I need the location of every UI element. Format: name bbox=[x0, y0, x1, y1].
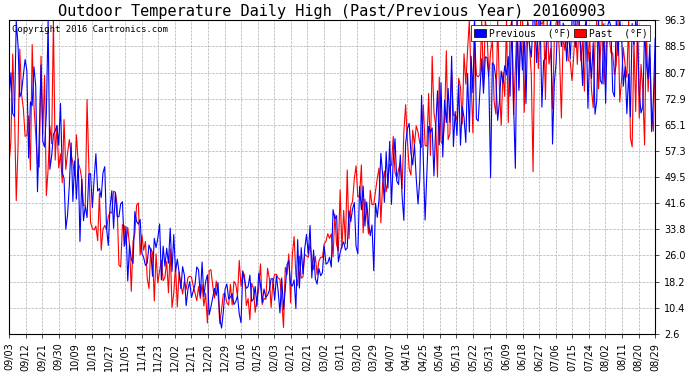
Title: Outdoor Temperature Daily High (Past/Previous Year) 20160903: Outdoor Temperature Daily High (Past/Pre… bbox=[59, 4, 606, 19]
Legend: Previous  (°F), Past  (°F): Previous (°F), Past (°F) bbox=[471, 25, 650, 41]
Past  (°F) bbox=[117, 265, 125, 269]
Previous  (°F) bbox=[69, 199, 77, 204]
Previous  (°F) bbox=[5, 96, 13, 100]
Previous  (°F) bbox=[217, 326, 226, 330]
Past  (°F) bbox=[70, 174, 79, 178]
Previous  (°F) bbox=[138, 251, 146, 256]
Past  (°F) bbox=[139, 248, 148, 252]
Line: Past  (°F): Past (°F) bbox=[9, 20, 656, 327]
Previous  (°F) bbox=[651, 36, 660, 40]
Line: Previous  (°F): Previous (°F) bbox=[9, 20, 656, 328]
Past  (°F) bbox=[49, 18, 57, 22]
Previous  (°F) bbox=[449, 144, 457, 149]
Past  (°F) bbox=[279, 325, 288, 330]
Previous  (°F) bbox=[115, 214, 123, 219]
Past  (°F) bbox=[5, 160, 13, 165]
Text: Copyright 2016 Cartronics.com: Copyright 2016 Cartronics.com bbox=[12, 25, 168, 34]
Previous  (°F) bbox=[355, 184, 364, 189]
Previous  (°F) bbox=[471, 18, 479, 22]
Past  (°F) bbox=[486, 50, 495, 54]
Previous  (°F) bbox=[486, 175, 495, 180]
Past  (°F) bbox=[357, 163, 366, 167]
Past  (°F) bbox=[651, 52, 660, 57]
Past  (°F) bbox=[451, 112, 460, 117]
